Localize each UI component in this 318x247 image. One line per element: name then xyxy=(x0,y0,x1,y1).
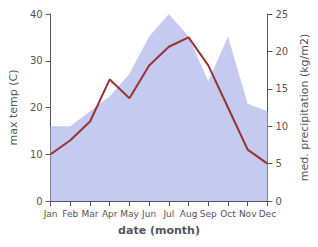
svg-text:Jan: Jan xyxy=(43,209,58,219)
svg-text:0: 0 xyxy=(275,196,281,207)
svg-text:Oct: Oct xyxy=(220,209,236,219)
svg-text:max temp (C): max temp (C) xyxy=(7,69,20,145)
svg-text:10: 10 xyxy=(30,149,43,160)
svg-text:Feb: Feb xyxy=(62,209,78,219)
svg-text:Jul: Jul xyxy=(162,209,174,219)
svg-text:Sep: Sep xyxy=(200,209,217,219)
svg-text:40: 40 xyxy=(30,9,43,20)
svg-text:Jun: Jun xyxy=(141,209,156,219)
svg-text:10: 10 xyxy=(275,121,288,132)
svg-text:Nov: Nov xyxy=(239,209,257,219)
svg-text:Aug: Aug xyxy=(180,209,198,219)
svg-text:20: 20 xyxy=(275,46,288,57)
svg-text:Dec: Dec xyxy=(259,209,276,219)
svg-text:5: 5 xyxy=(275,158,281,169)
svg-text:15: 15 xyxy=(275,83,288,94)
svg-text:30: 30 xyxy=(30,55,43,66)
svg-text:25: 25 xyxy=(275,9,288,20)
svg-text:date (month): date (month) xyxy=(118,224,200,237)
svg-text:Apr: Apr xyxy=(102,209,118,219)
svg-text:May: May xyxy=(120,209,139,219)
svg-text:20: 20 xyxy=(30,102,43,113)
svg-text:0: 0 xyxy=(36,196,42,207)
svg-text:Mar: Mar xyxy=(82,209,99,219)
svg-text:med. precipitation (kg/m2): med. precipitation (kg/m2) xyxy=(298,34,311,182)
